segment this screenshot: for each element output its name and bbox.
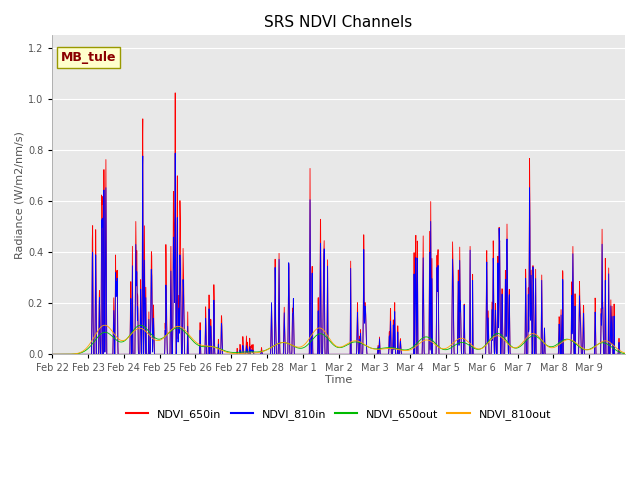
NDVI_650in (412, 279, 420, 285)
Line: NDVI_650in: NDVI_650in (52, 93, 625, 354)
NDVI_810in (621, 351, 629, 357)
NDVI_650in (166, 351, 173, 357)
NDVI_810out (101, 323, 109, 328)
NDVI_650out (463, 341, 470, 347)
NDVI_650out (137, 323, 145, 328)
NDVI_810in (49, 351, 56, 357)
NDVI_650in (172, 90, 179, 96)
NDVI_810in (499, 351, 507, 357)
Line: NDVI_650out: NDVI_650out (52, 325, 625, 354)
NDVI_650out (49, 351, 56, 357)
NDVI_810out (463, 338, 470, 344)
NDVI_650out (412, 341, 420, 347)
X-axis label: Time: Time (325, 375, 352, 385)
NDVI_650out (499, 334, 507, 340)
NDVI_810in (615, 342, 623, 348)
NDVI_810out (49, 351, 56, 357)
NDVI_650in (499, 351, 507, 357)
Title: SRS NDVI Channels: SRS NDVI Channels (264, 15, 413, 30)
NDVI_810in (166, 351, 173, 357)
NDVI_810out (499, 336, 507, 342)
NDVI_810out (166, 329, 173, 335)
NDVI_650out (534, 335, 541, 340)
NDVI_650in (463, 351, 470, 357)
NDVI_810out (615, 347, 623, 353)
NDVI_650out (166, 329, 173, 335)
Legend: NDVI_650in, NDVI_810in, NDVI_650out, NDVI_810out: NDVI_650in, NDVI_810in, NDVI_650out, NDV… (122, 405, 556, 424)
Text: MB_tule: MB_tule (61, 51, 116, 64)
NDVI_810out (534, 333, 541, 338)
NDVI_650out (615, 349, 623, 355)
NDVI_810out (412, 343, 420, 349)
NDVI_650in (49, 351, 56, 357)
NDVI_650out (621, 351, 629, 357)
NDVI_810in (412, 292, 420, 298)
NDVI_810out (621, 350, 629, 356)
NDVI_650in (534, 351, 541, 357)
NDVI_810in (534, 351, 541, 357)
NDVI_810in (463, 351, 470, 357)
NDVI_650in (615, 339, 623, 345)
NDVI_810in (172, 150, 179, 156)
Y-axis label: Radiance (W/m2/nm/s): Radiance (W/m2/nm/s) (15, 131, 25, 259)
Line: NDVI_810in: NDVI_810in (52, 153, 625, 354)
NDVI_650in (621, 351, 629, 357)
Line: NDVI_810out: NDVI_810out (52, 325, 625, 354)
